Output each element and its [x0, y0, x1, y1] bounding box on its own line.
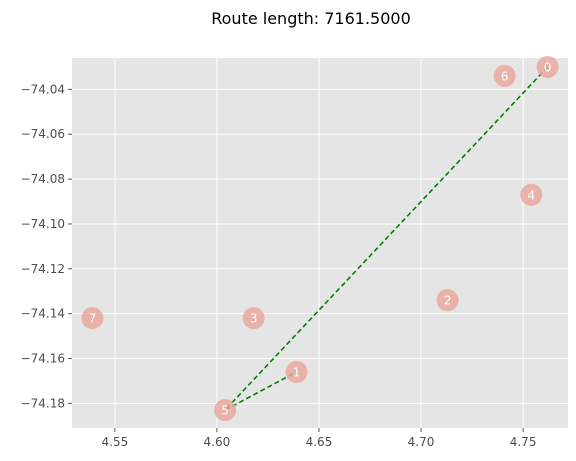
route-point-label: 0	[544, 60, 552, 74]
plot-area	[72, 58, 568, 428]
route-point-label: 2	[444, 294, 452, 308]
route-point	[81, 307, 104, 330]
route-path	[224, 66, 549, 411]
route-point	[493, 64, 516, 87]
x-tick-label: 4.70	[408, 435, 435, 449]
route-point	[520, 183, 543, 206]
route-segment	[224, 371, 297, 411]
route-point	[242, 307, 265, 330]
y-tick-label: −74.04	[21, 82, 65, 96]
route-point-label: 3	[250, 312, 258, 326]
y-axis: −74.04 −74.06 −74.08 −74.10 −74.12 −74.14 −74.…	[21, 82, 72, 410]
y-tick-label: −74.16	[21, 351, 65, 365]
x-tick-label: 4.55	[102, 435, 129, 449]
route-points: 0 1 2 3 4 5 6 7	[81, 55, 559, 422]
y-tick-label: −74.18	[21, 396, 65, 410]
route-point-label: 5	[221, 404, 229, 418]
y-tick-label: −74.10	[21, 217, 65, 231]
route-point-label: 1	[293, 365, 301, 379]
y-tick-label: −74.12	[21, 262, 65, 276]
route-point-label: 4	[527, 188, 535, 202]
chart-title: Route length: 7161.5000	[211, 9, 411, 28]
x-tick-label: 4.60	[204, 435, 231, 449]
route-point-label: 6	[501, 69, 509, 83]
x-axis: 4.55 4.60 4.65 4.70 4.75	[102, 428, 537, 449]
route-point	[285, 360, 308, 383]
route-point	[536, 55, 559, 78]
route-point	[214, 399, 237, 422]
route-segment	[224, 66, 549, 411]
x-tick-label: 4.65	[306, 435, 333, 449]
y-tick-label: −74.06	[21, 127, 65, 141]
grid-lines	[72, 58, 568, 428]
y-tick-label: −74.14	[21, 307, 65, 321]
route-point-label: 7	[89, 312, 97, 326]
y-tick-label: −74.08	[21, 172, 65, 186]
x-tick-label: 4.75	[510, 435, 537, 449]
route-point	[436, 289, 459, 312]
